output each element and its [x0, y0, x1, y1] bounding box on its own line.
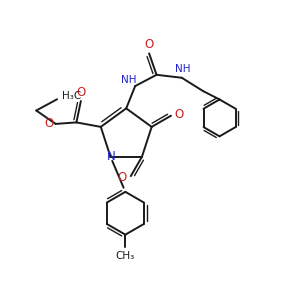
Text: NH: NH: [121, 75, 136, 85]
Text: H₃C: H₃C: [62, 91, 81, 101]
Text: N: N: [107, 150, 116, 163]
Text: O: O: [175, 108, 184, 121]
Text: CH₃: CH₃: [116, 251, 135, 261]
Text: O: O: [144, 38, 153, 51]
Text: NH: NH: [175, 64, 190, 74]
Text: O: O: [77, 86, 86, 99]
Text: O: O: [44, 116, 54, 130]
Text: O: O: [118, 171, 127, 184]
